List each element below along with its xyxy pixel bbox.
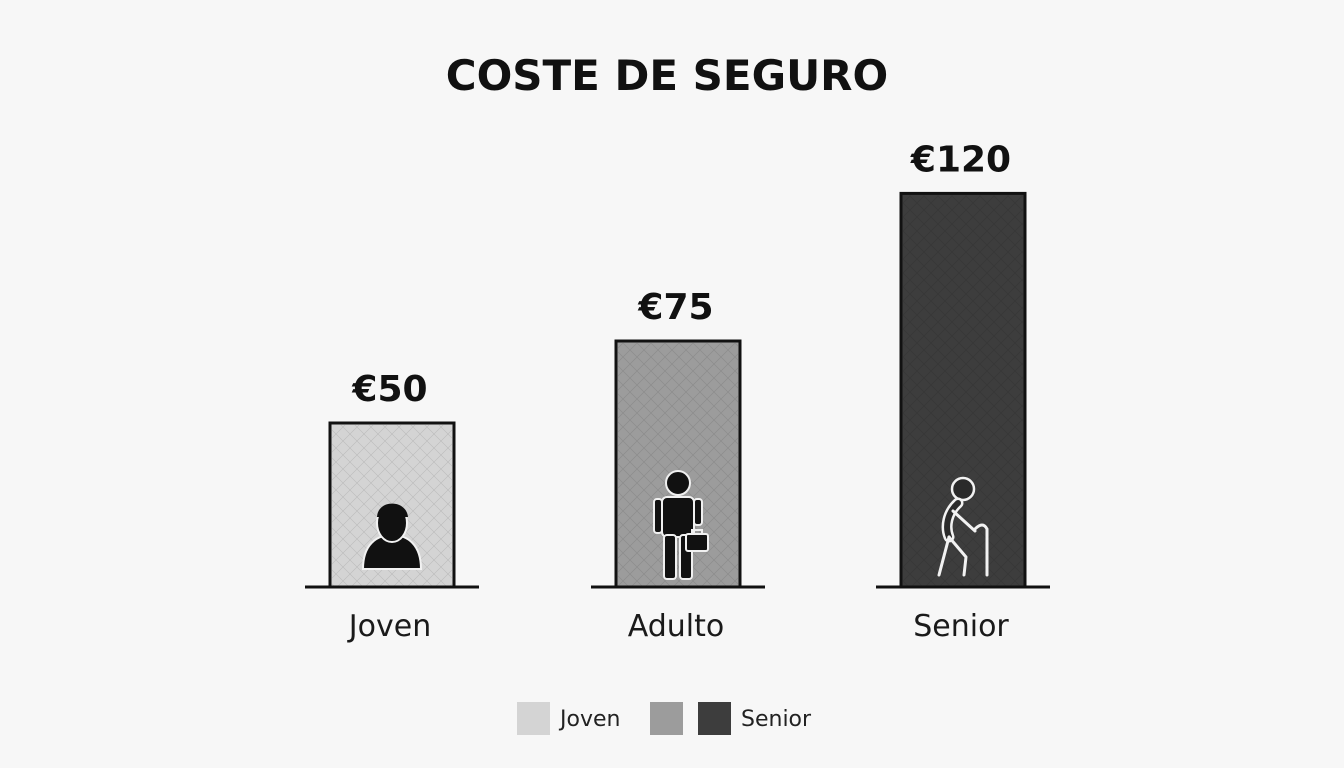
category-label-joven: Joven (347, 609, 431, 644)
person-bust-icon (361, 503, 423, 570)
legend-swatch-1 (517, 702, 550, 735)
chart-title: COSTE DE SEGURO (446, 51, 888, 100)
value-label-joven: €50 (351, 369, 427, 410)
bar-texture (618, 343, 738, 587)
category-label-adulto: Adulto (628, 609, 725, 644)
legend-swatch-3 (698, 702, 731, 735)
legend-swatch-2 (650, 702, 683, 735)
bar-texture (903, 195, 1023, 587)
legend: Joven Senior (517, 702, 812, 735)
value-label-senior: €120 (910, 139, 1011, 180)
legend-label-3: Senior (741, 707, 812, 732)
elderly-cane-icon (937, 476, 989, 577)
bars-layer: €50 Joven €75 Adulto €120 Senior (305, 139, 1050, 644)
category-label-senior: Senior (913, 609, 1009, 644)
person-briefcase-icon (653, 470, 709, 580)
value-label-adulto: €75 (637, 287, 713, 328)
legend-label-1: Joven (558, 707, 620, 732)
